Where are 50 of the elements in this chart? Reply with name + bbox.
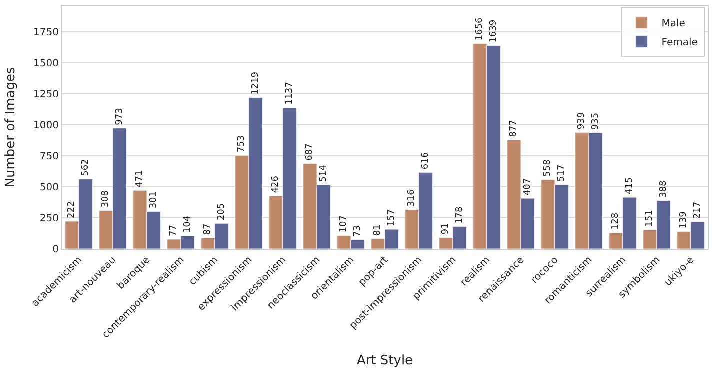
data-label: 301 [148, 191, 159, 209]
data-label: 973 [114, 108, 125, 126]
data-label: 877 [509, 120, 520, 138]
data-label: 73 [352, 225, 363, 237]
data-label: 415 [624, 177, 635, 195]
data-label: 217 [692, 202, 703, 220]
data-label: 1639 [488, 20, 499, 43]
data-label: 388 [658, 180, 669, 198]
legend-label: Male [662, 18, 686, 30]
data-label: 753 [237, 135, 248, 153]
data-label: 139 [679, 211, 690, 229]
data-label: 107 [339, 216, 350, 233]
data-label: 316 [407, 189, 418, 207]
data-label: 1137 [284, 82, 295, 106]
y-tick-label: 1250 [34, 90, 59, 101]
y-tick-label: 1000 [34, 120, 59, 132]
y-tick-label: 0 [52, 244, 59, 256]
data-label: 687 [305, 144, 316, 161]
data-label: 178 [454, 206, 465, 224]
legend-label: Female [662, 38, 698, 49]
y-tick-label: 750 [40, 152, 59, 163]
data-label: 87 [203, 224, 214, 236]
data-label: 222 [67, 201, 78, 218]
data-label: 616 [420, 152, 431, 170]
data-label: 935 [590, 112, 601, 130]
data-label: 426 [271, 176, 282, 194]
data-label: 471 [135, 170, 146, 188]
y-tick-label: 1750 [34, 28, 59, 39]
data-label: 1219 [250, 72, 261, 95]
data-label: 514 [318, 164, 329, 182]
data-label: 91 [441, 223, 452, 235]
data-label: 939 [577, 112, 588, 130]
data-label: 157 [386, 209, 397, 227]
data-label: 77 [169, 224, 180, 236]
data-label: 128 [611, 212, 622, 230]
y-tick-label: 250 [40, 214, 59, 225]
data-label: 1656 [475, 18, 486, 41]
data-label: 104 [182, 216, 193, 234]
data-label: 151 [645, 210, 656, 228]
data-label: 407 [522, 178, 533, 196]
data-label: 562 [80, 159, 91, 176]
y-tick-label: 500 [40, 182, 59, 194]
x-axis-title: Art Style [356, 353, 414, 368]
data-label: 205 [216, 203, 227, 221]
data-label: 81 [373, 224, 384, 236]
data-label: 558 [543, 159, 554, 177]
y-tick-label: 1500 [34, 58, 59, 70]
data-label: 308 [101, 190, 112, 208]
data-label: 517 [556, 164, 567, 182]
y-axis-title: Number of Images [3, 67, 18, 188]
